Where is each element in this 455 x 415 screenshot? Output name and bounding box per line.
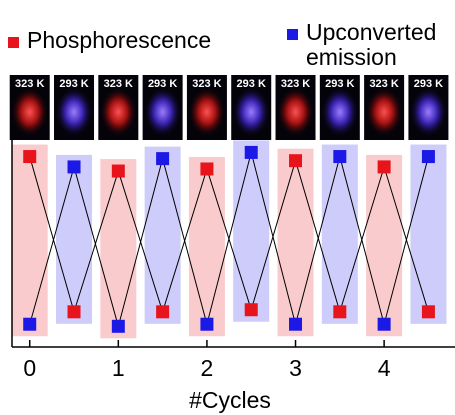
photo-label: 323 K (369, 78, 398, 90)
band (277, 148, 314, 337)
marker (421, 150, 435, 164)
photo-glow (11, 88, 48, 136)
photo-glow (277, 88, 314, 136)
marker (67, 305, 81, 319)
band (233, 140, 270, 322)
marker (156, 305, 170, 319)
marker (333, 305, 347, 319)
photo-glow (56, 88, 93, 136)
marker (244, 145, 258, 159)
photo-glow (410, 88, 447, 136)
x-tick-label: 3 (289, 355, 302, 381)
photo-label: 323 K (192, 78, 221, 90)
x-axis-label: #Cycles (189, 387, 271, 413)
photo-glow (366, 88, 403, 136)
legend-entry: Phosphorescence (8, 28, 211, 53)
photo: 293 K (319, 75, 360, 140)
photo: 323 K (9, 75, 50, 140)
photo-label: 293 K (414, 78, 443, 90)
photo-glow (321, 88, 358, 136)
band (188, 156, 225, 337)
band (410, 144, 447, 324)
marker (421, 305, 435, 319)
marker (67, 160, 81, 174)
marker (333, 150, 347, 164)
marker (289, 154, 303, 168)
photo: 293 K (408, 75, 449, 140)
marker (156, 152, 170, 166)
marker (200, 162, 214, 176)
photo-label: 323 K (104, 78, 133, 90)
photo-glow (188, 88, 225, 136)
marker (200, 317, 214, 331)
photo: 323 K (275, 75, 316, 140)
x-tick-label: 2 (201, 355, 214, 381)
photo: 293 K (54, 75, 95, 140)
legend-swatch (287, 29, 298, 40)
series-line (29, 152, 429, 329)
marker (377, 317, 391, 331)
marker (23, 150, 37, 164)
band (56, 154, 93, 324)
band (366, 154, 403, 337)
legend-label: Phosphorescence (27, 27, 212, 53)
legend-swatch (8, 37, 19, 48)
marker (244, 303, 258, 317)
photo-glow (144, 88, 181, 136)
x-tick-label: 0 (23, 355, 36, 381)
photo-glow (100, 88, 137, 136)
band (321, 144, 358, 324)
marker (289, 317, 303, 331)
photo: 293 K (142, 75, 183, 140)
photo-label: 323 K (15, 78, 44, 90)
band (100, 159, 137, 339)
photo-label: 293 K (325, 78, 354, 90)
band (144, 146, 181, 324)
legend-entry: Upconverted emission (287, 20, 436, 70)
photo: 293 K (231, 75, 272, 140)
photo-glow (233, 88, 270, 136)
marker (111, 164, 125, 178)
marker (377, 160, 391, 174)
marker (23, 317, 37, 331)
photo: 323 K (364, 75, 405, 140)
x-tick-label: 4 (378, 355, 391, 381)
marker (111, 319, 125, 333)
photo: 323 K (186, 75, 227, 140)
photo-label: 293 K (237, 78, 266, 90)
photo-label: 293 K (59, 78, 88, 90)
photo-label: 323 K (281, 78, 310, 90)
legend-label: Upconverted emission (306, 19, 437, 70)
band (11, 144, 48, 337)
x-tick-label: 1 (112, 355, 125, 381)
photo: 323 K (98, 75, 139, 140)
photo-label: 293 K (148, 78, 177, 90)
